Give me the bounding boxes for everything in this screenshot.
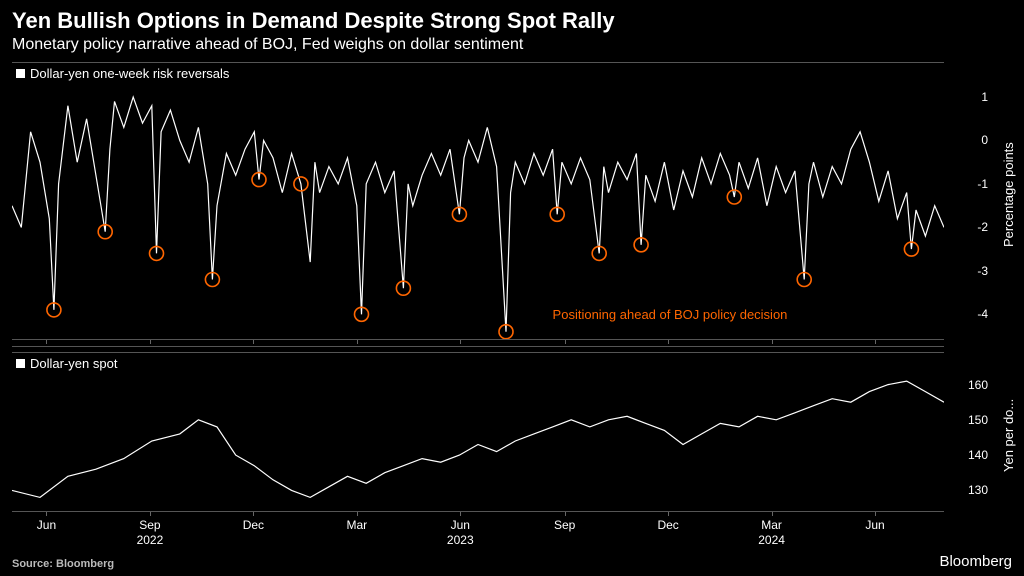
y-tick-label: -3: [948, 264, 988, 278]
x-tick-month: Jun: [37, 518, 56, 532]
x-tick-month: Dec: [243, 518, 264, 532]
x-tick-month: Jun: [865, 518, 884, 532]
brand-text: Bloomberg: [939, 553, 1012, 570]
top-series-label: Dollar-yen one-week risk reversals: [16, 66, 229, 81]
chart-bottom-border: [12, 339, 944, 340]
x-tick-year: 2023: [447, 533, 474, 547]
tick-mark: [46, 512, 47, 516]
tick-mark: [460, 340, 461, 344]
y-tick-label: 140: [948, 448, 988, 462]
top-chart-area: Dollar-yen one-week risk reversals Posit…: [12, 62, 944, 340]
top-y-axis-label: Percentage points: [1001, 120, 1016, 270]
x-tick-month: Dec: [657, 518, 678, 532]
y-tick-label: 160: [948, 378, 988, 392]
series-marker-icon: [16, 359, 25, 368]
tick-mark: [875, 512, 876, 516]
tick-mark: [253, 340, 254, 344]
tick-mark: [357, 512, 358, 516]
tick-mark: [875, 340, 876, 344]
x-tick-month: Mar: [761, 518, 782, 532]
x-tick-month: Mar: [346, 518, 367, 532]
x-tick-month: Jun: [451, 518, 470, 532]
svg-text:Positioning ahead of BOJ polic: Positioning ahead of BOJ policy decision: [553, 307, 788, 322]
tick-mark: [668, 512, 669, 516]
tick-mark: [150, 512, 151, 516]
tick-mark: [46, 340, 47, 344]
x-tick-month: Sep: [139, 518, 160, 532]
tick-mark: [460, 512, 461, 516]
x-tick-year: 2024: [758, 533, 785, 547]
bottom-y-axis-label: Yen per do...: [1001, 370, 1016, 500]
bottom-chart-svg: [12, 352, 944, 512]
y-tick-label: -2: [948, 220, 988, 234]
tick-mark: [565, 340, 566, 344]
top-chart-svg: Positioning ahead of BOJ policy decision: [12, 62, 944, 340]
y-tick-label: 150: [948, 413, 988, 427]
y-tick-label: 130: [948, 483, 988, 497]
y-tick-label: 0: [948, 133, 988, 147]
bottom-chart-area: Dollar-yen spot: [12, 352, 944, 512]
x-axis: Jun Sep Dec Mar Jun Sep Dec Mar Jun 2022 2023 2024: [12, 518, 944, 548]
tick-mark: [150, 340, 151, 344]
chart-bottom-border: [12, 511, 944, 512]
x-tick-month: Sep: [554, 518, 575, 532]
bottom-series-text: Dollar-yen spot: [30, 356, 117, 371]
tick-mark: [357, 340, 358, 344]
y-tick-label: 1: [948, 90, 988, 104]
tick-mark: [772, 512, 773, 516]
chart-divider: [12, 346, 944, 347]
tick-mark: [565, 512, 566, 516]
chart-subtitle: Monetary policy narrative ahead of BOJ, …: [0, 36, 1024, 62]
y-tick-label: -4: [948, 307, 988, 321]
chart-top-border: [12, 352, 944, 353]
bottom-series-label: Dollar-yen spot: [16, 356, 117, 371]
tick-mark: [772, 340, 773, 344]
tick-mark: [253, 512, 254, 516]
y-tick-label: -1: [948, 177, 988, 191]
tick-mark: [668, 340, 669, 344]
chart-title: Yen Bullish Options in Demand Despite St…: [0, 0, 1024, 36]
top-series-text: Dollar-yen one-week risk reversals: [30, 66, 229, 81]
x-tick-year: 2022: [137, 533, 164, 547]
chart-top-border: [12, 62, 944, 63]
series-marker-icon: [16, 69, 25, 78]
source-text: Source: Bloomberg: [12, 558, 114, 570]
